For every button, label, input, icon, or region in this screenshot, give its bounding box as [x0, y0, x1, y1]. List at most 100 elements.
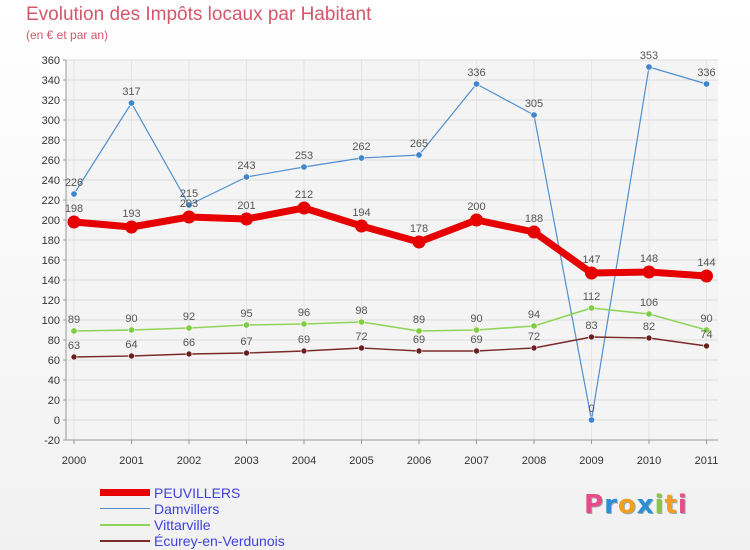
data-label-damvillers: 353: [640, 50, 658, 62]
grid-layer: [66, 59, 718, 441]
logo-letter: i: [677, 490, 688, 520]
y-tick-label: 140: [42, 275, 60, 287]
data-point-peuvillers: [642, 265, 656, 279]
legend-label-ecurey: Écurey-en-Verdunois: [154, 533, 285, 549]
data-label-vittarville: 96: [298, 307, 310, 319]
data-point-vittarville: [587, 304, 595, 312]
data-label-vittarville: 106: [640, 297, 658, 309]
data-label-damvillers: 336: [467, 67, 485, 79]
data-label-vittarville: 98: [355, 305, 367, 317]
data-point-damvillers: [702, 80, 710, 88]
series-line-peuvillers: [73, 204, 707, 280]
data-label-vittarville: 89: [413, 314, 425, 326]
logo-letter: r: [604, 490, 618, 520]
y-tick-label: 280: [42, 135, 60, 147]
data-label-ecurey: 63: [68, 340, 80, 352]
series-layer: [67, 63, 713, 424]
data-point-peuvillers: [412, 235, 426, 249]
y-tick-label: 100: [42, 315, 60, 327]
x-tick-label: 2000: [62, 455, 86, 467]
legend-swatch-peuvillers: [100, 489, 150, 496]
axis-layer: -20 0 20 40 60 80 100 120 140 160 180 200 220 240 260 2…: [42, 55, 719, 467]
data-point-vittarville: [645, 310, 653, 318]
data-label-peuvillers: 193: [122, 208, 140, 220]
legend-item-vittarville: Vittarville: [100, 517, 350, 533]
data-point-damvillers: [645, 63, 653, 71]
data-label-vittarville: 94: [528, 309, 540, 321]
data-label-ecurey: 72: [355, 331, 367, 343]
y-tick-label: 80: [48, 335, 60, 347]
legend-item-peuvillers: PEUVILLERS: [100, 485, 350, 501]
y-tick-label: 220: [42, 195, 60, 207]
series-line-ecurey: [73, 336, 707, 358]
data-label-damvillers: 317: [122, 86, 140, 98]
legend: PEUVILLERS Damvillers Vittarville Écurey…: [100, 485, 350, 549]
data-label-peuvillers: 201: [237, 200, 255, 212]
data-point-vittarville: [243, 321, 251, 329]
data-point-vittarville: [472, 326, 480, 334]
legend-label-vittarville: Vittarville: [154, 517, 211, 533]
data-label-ecurey: 69: [298, 334, 310, 346]
legend-swatch-vittarville: [100, 524, 150, 526]
data-label-ecurey: 83: [585, 320, 597, 332]
data-point-damvillers: [185, 201, 193, 209]
data-point-damvillers: [300, 163, 308, 171]
data-label-peuvillers: 178: [410, 223, 428, 235]
chart-title: Evolution des Impôts locaux par Habitant: [26, 4, 372, 25]
data-point-damvillers: [472, 80, 480, 88]
data-point-ecurey: [185, 350, 193, 358]
data-label-ecurey: 64: [125, 339, 137, 351]
data-point-vittarville: [357, 318, 365, 326]
data-point-ecurey: [70, 353, 78, 361]
data-label-ecurey: 69: [413, 334, 425, 346]
data-point-peuvillers: [355, 219, 368, 233]
data-label-vittarville: 95: [240, 308, 252, 320]
data-point-ecurey: [415, 347, 423, 355]
data-point-ecurey: [300, 347, 308, 355]
data-point-vittarville: [530, 322, 538, 330]
proxiti-logo: Proxiti: [584, 490, 688, 520]
y-tick-label: 360: [42, 55, 60, 67]
legend-label-peuvillers: PEUVILLERS: [154, 485, 241, 501]
x-tick-label: 2011: [695, 455, 719, 467]
data-point-vittarville: [128, 326, 136, 334]
data-label-damvillers: 265: [410, 138, 428, 150]
data-point-peuvillers: [297, 201, 311, 215]
x-tick-label: 2003: [234, 455, 258, 467]
y-tick-label: 320: [42, 95, 60, 107]
x-tick-label: 2009: [579, 455, 603, 467]
y-tick-label: 200: [42, 215, 60, 227]
data-point-vittarville: [702, 326, 710, 334]
data-point-peuvillers: [470, 213, 483, 227]
y-tick-label: 40: [48, 375, 60, 387]
plot-area: [66, 60, 718, 440]
y-tick-label: 340: [42, 75, 60, 87]
data-point-damvillers: [587, 416, 595, 424]
data-label-vittarville: 90: [125, 313, 137, 325]
y-tick-label: 260: [42, 155, 60, 167]
data-point-ecurey: [645, 334, 653, 342]
legend-swatch-ecurey: [100, 540, 150, 542]
data-point-ecurey: [588, 333, 595, 341]
data-label-damvillers: 336: [697, 67, 715, 79]
logo-letter: o: [617, 490, 637, 520]
data-point-damvillers: [415, 151, 423, 159]
y-tick-label: 160: [42, 255, 60, 267]
x-tick-label: 2002: [177, 455, 201, 467]
x-tick-label: 2001: [119, 455, 143, 467]
legend-label-damvillers: Damvillers: [154, 501, 220, 517]
y-tick-label: 300: [42, 115, 60, 127]
data-label-vittarville: 89: [68, 314, 80, 326]
y-tick-label: -20: [44, 435, 60, 447]
data-point-damvillers: [243, 173, 251, 181]
logo-letter: t: [664, 490, 678, 520]
x-tick-label: 2005: [349, 455, 373, 467]
data-label-vittarville: 90: [470, 313, 482, 325]
data-label-peuvillers: 198: [65, 203, 83, 215]
data-label-peuvillers: 147: [582, 254, 600, 266]
data-label-peuvillers: 203: [180, 198, 198, 210]
series-line-damvillers: [73, 66, 707, 421]
data-point-ecurey: [358, 344, 365, 352]
data-label-vittarville: 92: [183, 311, 195, 323]
data-point-ecurey: [128, 352, 135, 360]
